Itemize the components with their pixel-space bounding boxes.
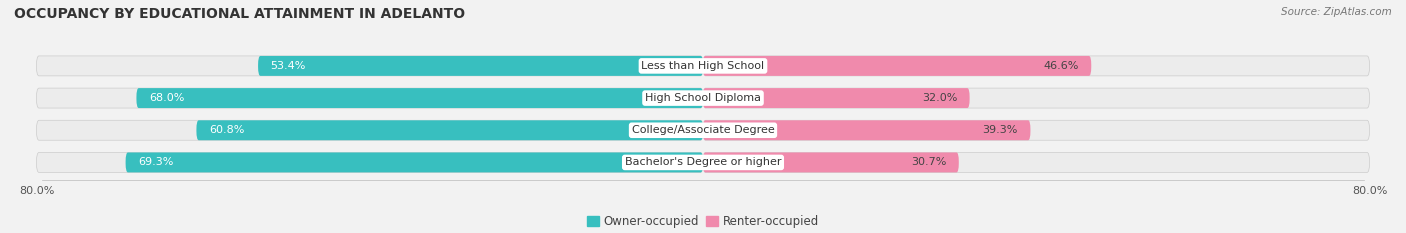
Text: 60.8%: 60.8% xyxy=(209,125,245,135)
Text: 53.4%: 53.4% xyxy=(270,61,307,71)
FancyBboxPatch shape xyxy=(703,56,1091,76)
Text: 69.3%: 69.3% xyxy=(138,158,173,168)
FancyBboxPatch shape xyxy=(136,88,703,108)
FancyBboxPatch shape xyxy=(703,120,1369,140)
FancyBboxPatch shape xyxy=(37,120,703,140)
FancyBboxPatch shape xyxy=(703,120,1031,140)
Text: Source: ZipAtlas.com: Source: ZipAtlas.com xyxy=(1281,7,1392,17)
FancyBboxPatch shape xyxy=(703,152,1369,172)
Text: 46.6%: 46.6% xyxy=(1043,61,1078,71)
FancyBboxPatch shape xyxy=(703,56,1369,76)
FancyBboxPatch shape xyxy=(37,152,703,172)
FancyBboxPatch shape xyxy=(37,88,703,108)
FancyBboxPatch shape xyxy=(197,120,703,140)
FancyBboxPatch shape xyxy=(703,152,959,172)
Text: 68.0%: 68.0% xyxy=(149,93,184,103)
Text: High School Diploma: High School Diploma xyxy=(645,93,761,103)
Text: College/Associate Degree: College/Associate Degree xyxy=(631,125,775,135)
Text: Less than High School: Less than High School xyxy=(641,61,765,71)
Text: OCCUPANCY BY EDUCATIONAL ATTAINMENT IN ADELANTO: OCCUPANCY BY EDUCATIONAL ATTAINMENT IN A… xyxy=(14,7,465,21)
FancyBboxPatch shape xyxy=(703,88,970,108)
FancyBboxPatch shape xyxy=(37,56,703,76)
Text: 39.3%: 39.3% xyxy=(983,125,1018,135)
Text: Bachelor's Degree or higher: Bachelor's Degree or higher xyxy=(624,158,782,168)
Text: 30.7%: 30.7% xyxy=(911,158,946,168)
FancyBboxPatch shape xyxy=(703,88,1369,108)
FancyBboxPatch shape xyxy=(125,152,703,172)
Legend: Owner-occupied, Renter-occupied: Owner-occupied, Renter-occupied xyxy=(582,210,824,233)
FancyBboxPatch shape xyxy=(259,56,703,76)
Text: 32.0%: 32.0% xyxy=(922,93,957,103)
